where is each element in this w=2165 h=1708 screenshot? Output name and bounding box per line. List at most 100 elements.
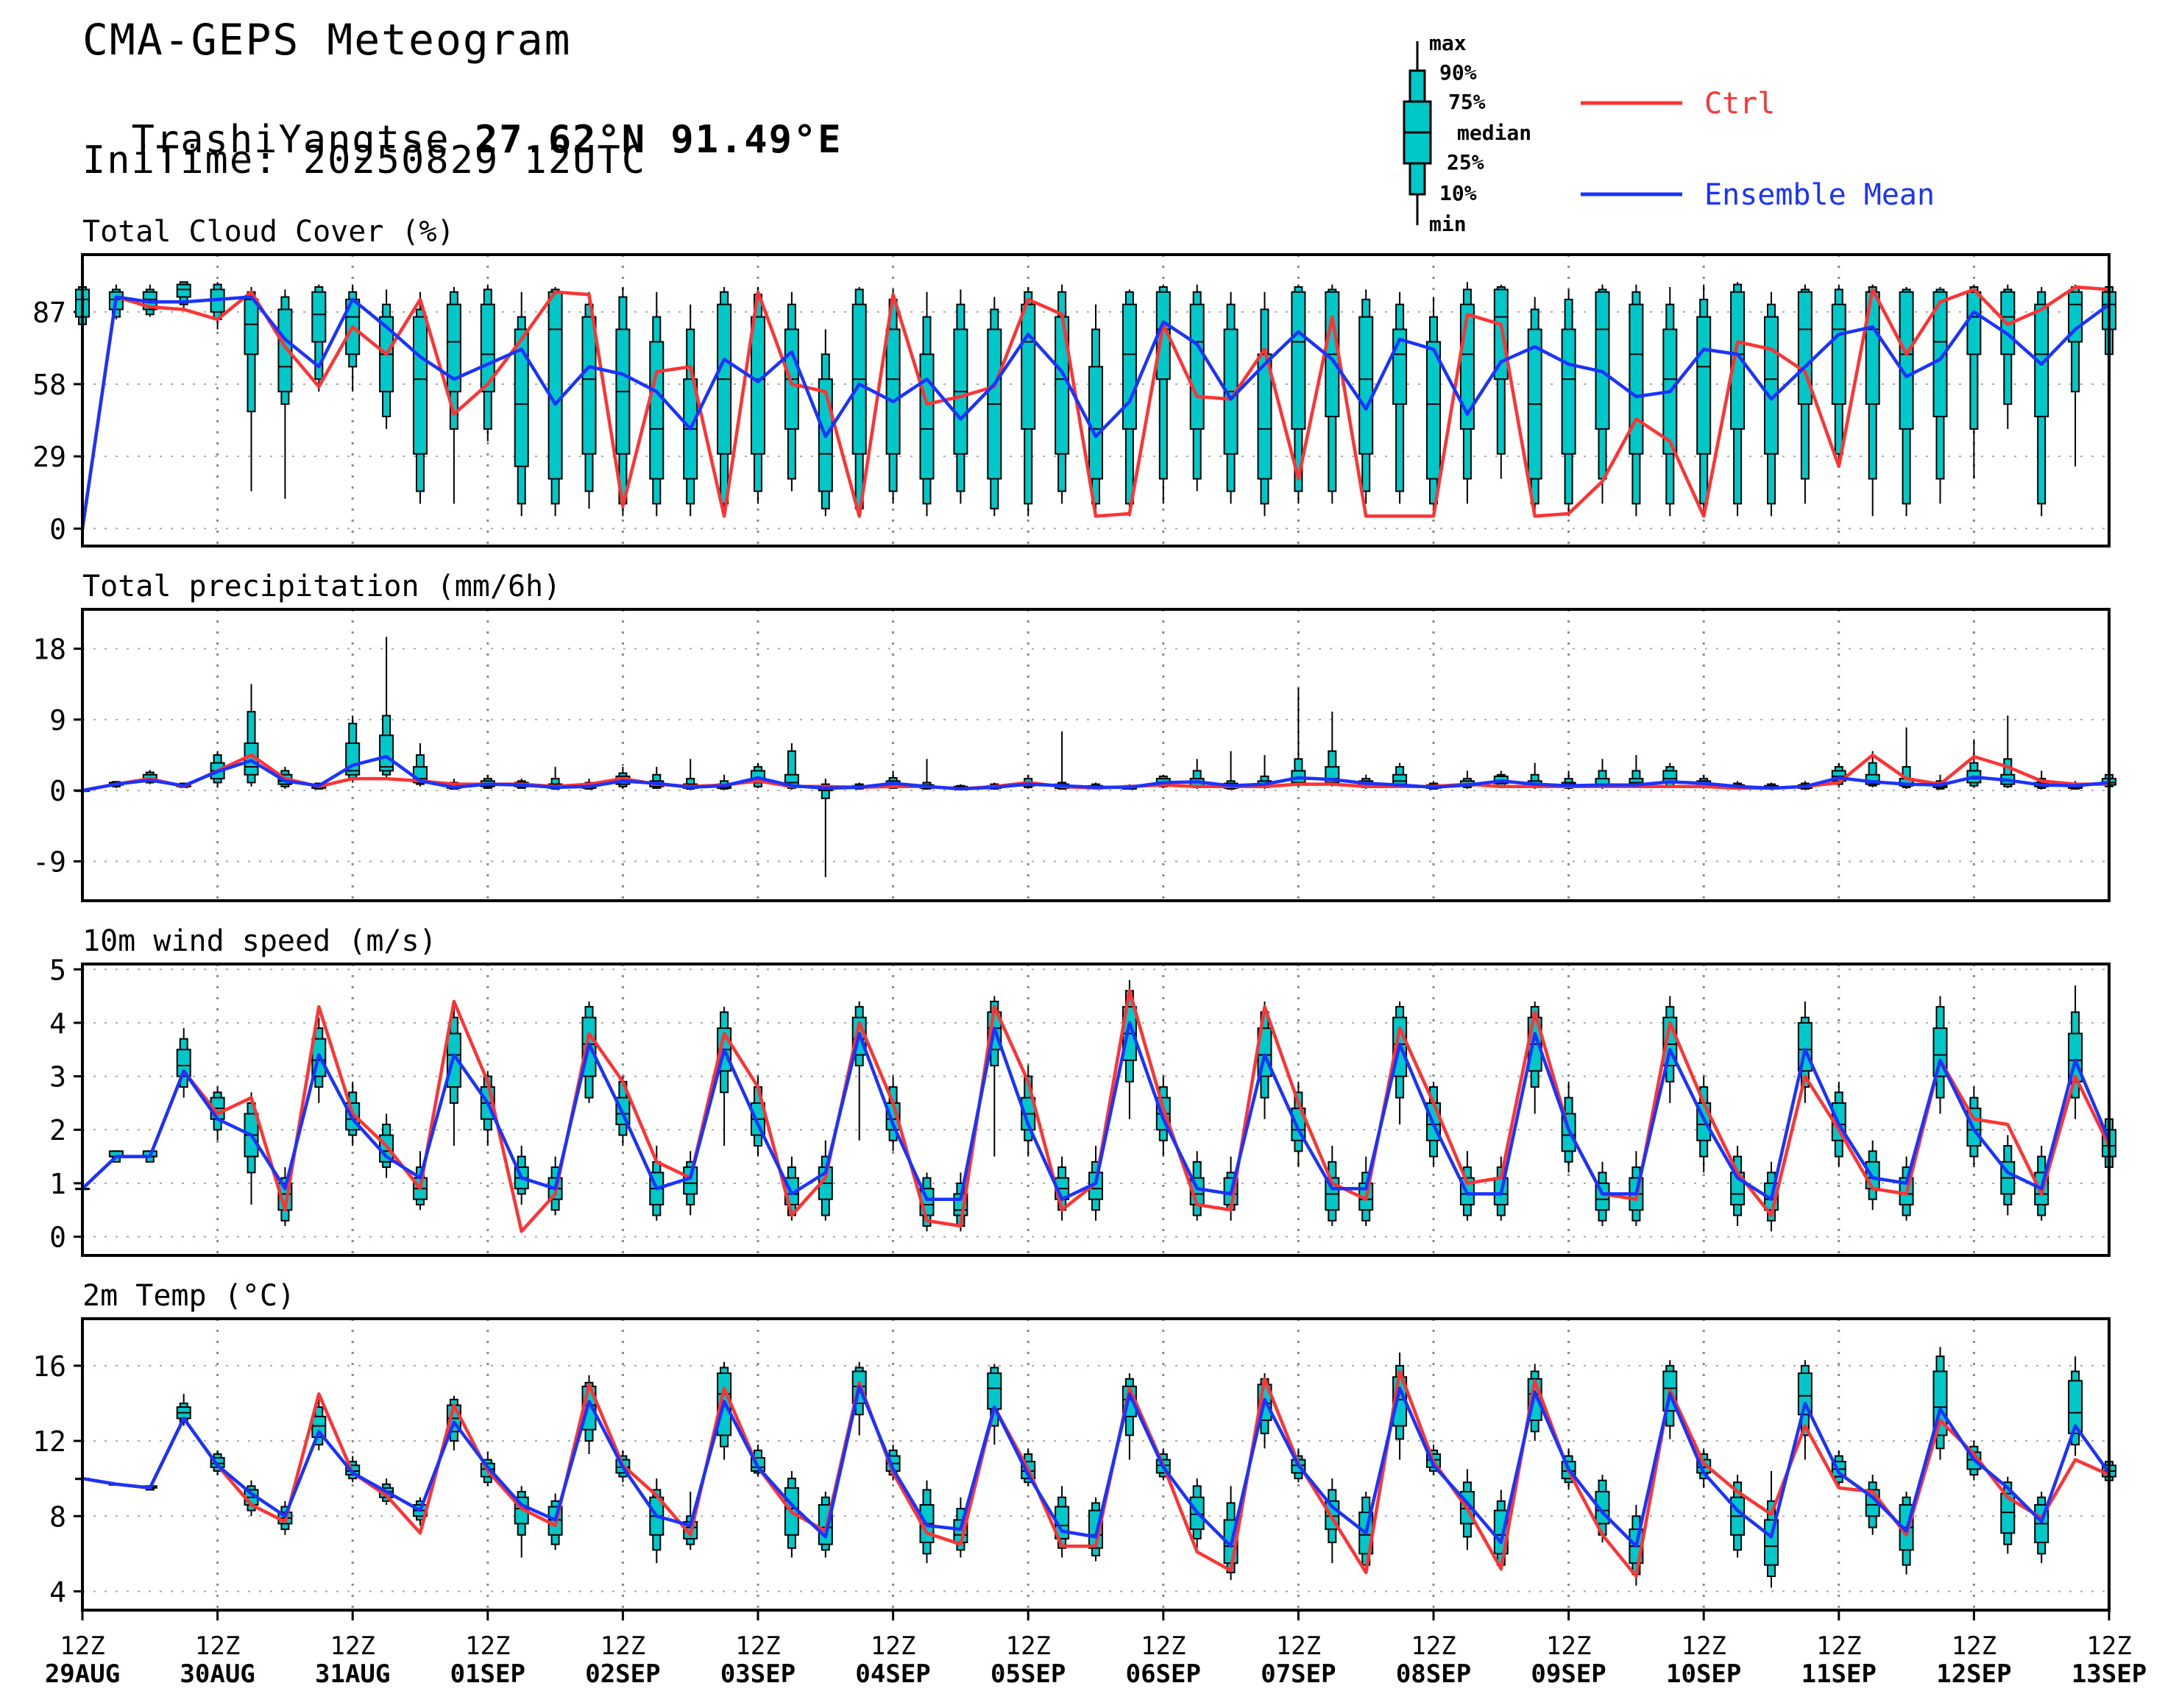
box-inner xyxy=(548,291,563,480)
box-outer xyxy=(1969,286,1979,430)
x-tick-hour: 12Z xyxy=(1276,1631,1321,1661)
x-tick-hour: 12Z xyxy=(1411,1631,1456,1661)
panel-frame xyxy=(81,608,2111,902)
box-inner xyxy=(919,353,935,480)
box-inner xyxy=(413,316,428,455)
x-tick-hour: 12Z xyxy=(195,1631,240,1661)
panel-4: 2m Temp (°C) 4 8 12 16 xyxy=(32,1279,2116,1612)
x-tick-date: 30AUG xyxy=(180,1659,255,1689)
box-inner xyxy=(751,316,765,455)
x-tick-date: 04SEP xyxy=(855,1659,930,1689)
legend-box-label: 25% xyxy=(1447,150,1484,174)
box-inner xyxy=(277,308,293,393)
ensemble-mean-line xyxy=(82,754,2110,793)
legend-ctrl-label: Ctrl xyxy=(1704,87,1775,121)
x-tick-hour: 12Z xyxy=(465,1631,510,1661)
box-inner xyxy=(1021,303,1036,430)
x-tick-hour: 12Z xyxy=(1816,1631,1861,1661)
x-tick-hour: 12Z xyxy=(1141,1631,1186,1661)
y-tick-label: 4 xyxy=(49,1576,66,1608)
panel-2: Total precipitation (mm/6h) -9 0 9 18 xyxy=(32,570,2116,902)
x-tick-date: 12SEP xyxy=(1936,1659,2011,1689)
x-tick-hour: 12Z xyxy=(871,1631,915,1661)
legend-box-label: 90% xyxy=(1439,60,1477,85)
box-inner xyxy=(379,734,394,772)
legend-box-label: 75% xyxy=(1448,90,1486,114)
y-tick-label: 2 xyxy=(49,1114,66,1147)
x-tick-date: 10SEP xyxy=(1666,1659,1741,1689)
ctrl-line xyxy=(82,1369,2110,1578)
box-inner xyxy=(1831,303,1846,405)
y-tick-label: 8 xyxy=(49,1500,66,1533)
x-tick-date: 29AUG xyxy=(45,1659,120,1689)
chart-title: CMA-GEPS Meteogram xyxy=(82,15,572,65)
panel-1: Total Cloud Cover (%) 0 29 58 87 xyxy=(32,215,2116,548)
ensemble-mean-line xyxy=(81,1021,2111,1201)
panel-title: Total precipitation (mm/6h) xyxy=(82,570,561,603)
box-inner xyxy=(244,298,259,355)
x-tick-hour: 12Z xyxy=(1546,1631,1591,1661)
box-outer xyxy=(1158,286,1168,480)
panel-3: 10m wind speed (m/s) 0 1 2 3 4 5 xyxy=(49,924,2116,1257)
box-inner xyxy=(514,328,529,467)
box-inner xyxy=(1797,291,1813,405)
box-inner xyxy=(1966,291,1982,355)
box-inner xyxy=(987,1372,1002,1410)
box-inner xyxy=(480,303,495,393)
box-inner xyxy=(885,328,901,455)
y-tick-label: 4 xyxy=(49,1007,66,1040)
station-coords: 27.62°N 91.49°E xyxy=(474,118,843,162)
box-inner xyxy=(1764,1519,1779,1566)
box-inner xyxy=(1493,288,1509,380)
box-outer xyxy=(821,783,830,799)
y-tick-label: 5 xyxy=(49,954,66,986)
x-tick-hour: 12Z xyxy=(1952,1631,1996,1661)
y-tick-label: 29 xyxy=(32,441,66,473)
box-inner xyxy=(1764,316,1779,455)
ctrl-line xyxy=(80,285,2110,529)
y-tick-label: 58 xyxy=(32,369,66,401)
box-inner xyxy=(1358,316,1374,455)
box-inner xyxy=(1088,366,1103,480)
y-tick-label: 16 xyxy=(32,1350,66,1383)
panel-title: 10m wind speed (m/s) xyxy=(82,924,437,958)
x-tick-date: 11SEP xyxy=(1801,1659,1877,1689)
box-inner xyxy=(2000,1492,2016,1534)
x-tick-date: 01SEP xyxy=(450,1659,525,1689)
box-inner xyxy=(581,316,597,455)
y-tick-label: 9 xyxy=(49,704,66,737)
y-tick-label: 0 xyxy=(49,513,66,545)
box-inner xyxy=(1696,316,1712,455)
x-tick-hour: 12Z xyxy=(330,1631,375,1661)
box-inner xyxy=(2068,1380,2083,1434)
x-axis: 12Z29AUG12Z30AUG12Z31AUG12Z01SEP12Z02SEP… xyxy=(45,1610,2147,1689)
legend: max 90% 75% median 25% 10% min Ctrl Ensemble Mea… xyxy=(1403,31,1935,236)
x-tick-date: 31AUG xyxy=(315,1659,390,1689)
ensemble-mean-line xyxy=(82,1384,2111,1548)
panel-frame xyxy=(81,1317,2111,1612)
y-tick-label: 1 xyxy=(49,1168,66,1200)
x-tick-hour: 12Z xyxy=(2086,1631,2131,1661)
box-inner xyxy=(649,341,665,480)
panel-title: Total Cloud Cover (%) xyxy=(82,215,455,249)
panel-title: 2m Temp (°C) xyxy=(82,1279,295,1313)
legend-box-label: max xyxy=(1429,31,1467,55)
box-inner xyxy=(1629,303,1644,455)
legend-box-label: median xyxy=(1457,121,1531,145)
box-inner xyxy=(1122,303,1137,430)
x-tick-date: 06SEP xyxy=(1126,1659,1201,1689)
box-inner xyxy=(446,303,461,393)
x-tick-hour: 12Z xyxy=(60,1631,104,1661)
x-tick-hour: 12Z xyxy=(735,1631,780,1661)
legend-box-label: 10% xyxy=(1439,181,1477,205)
x-tick-hour: 12Z xyxy=(600,1631,645,1661)
box-inner xyxy=(176,283,191,298)
legend-mean-label: Ensemble Mean xyxy=(1704,178,1935,212)
init-time: IniTime: 20250829 12UTC xyxy=(82,138,647,183)
y-tick-label: 18 xyxy=(32,634,66,666)
box-inner xyxy=(1899,291,1914,430)
panel-frame xyxy=(81,963,2111,1257)
y-tick-label: -9 xyxy=(32,846,66,878)
x-tick-date: 05SEP xyxy=(991,1659,1066,1689)
